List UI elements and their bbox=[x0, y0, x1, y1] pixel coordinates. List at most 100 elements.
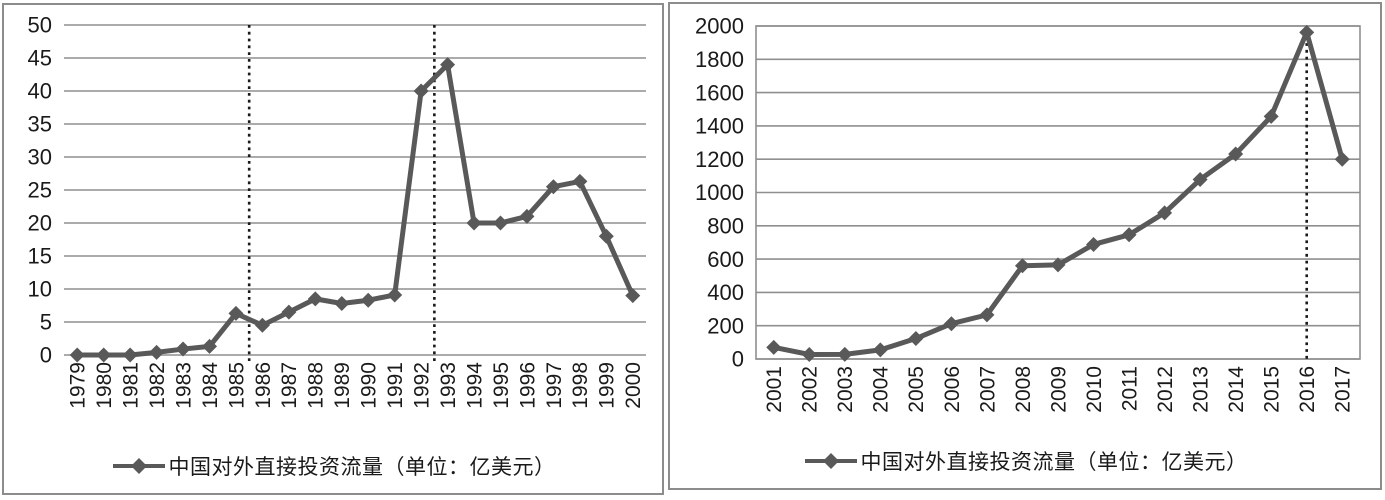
x-tick-label: 2001 bbox=[763, 366, 786, 413]
x-tick-label: 1989 bbox=[331, 362, 354, 409]
x-tick-label: 1982 bbox=[146, 362, 169, 409]
data-point-diamond bbox=[625, 288, 641, 304]
x-tick-label: 1979 bbox=[67, 362, 90, 409]
data-point-diamond bbox=[466, 215, 482, 231]
y-tick-label: 50 bbox=[28, 13, 52, 38]
x-tick-label: 1992 bbox=[410, 362, 433, 409]
x-tick-label: 1997 bbox=[543, 362, 566, 409]
y-tick-label: 1800 bbox=[695, 47, 744, 72]
y-axis-labels: 0 200 400 600 800 1000 1200 1400 1600 1800 2000 bbox=[695, 14, 744, 372]
data-point-diamond bbox=[598, 228, 614, 244]
plot-area-border bbox=[755, 25, 1361, 360]
x-tick-label: 2006 bbox=[941, 366, 964, 413]
data-point-diamond bbox=[281, 304, 297, 320]
y-tick-label: 1000 bbox=[695, 180, 744, 205]
data-point-diamond bbox=[96, 347, 112, 363]
data-point-diamond bbox=[1263, 108, 1279, 124]
right-chart-legend: 中国对外直接投资流量（单位：亿美元） bbox=[670, 446, 1380, 476]
y-tick-label: 1600 bbox=[695, 80, 744, 105]
y-tick-label: 1200 bbox=[695, 147, 744, 172]
x-tick-label: 2008 bbox=[1012, 366, 1035, 413]
data-point-diamond bbox=[908, 331, 924, 347]
y-tick-label: 25 bbox=[28, 178, 52, 203]
x-tick-label: 2010 bbox=[1083, 366, 1106, 413]
series-markers bbox=[69, 57, 641, 363]
x-tick-label: 2014 bbox=[1225, 366, 1248, 413]
data-point-diamond bbox=[254, 317, 270, 333]
x-tick-label: 1991 bbox=[384, 362, 407, 409]
y-tick-label: 15 bbox=[28, 244, 52, 269]
data-point-diamond bbox=[175, 341, 191, 357]
data-point-diamond bbox=[1014, 258, 1030, 274]
data-point-diamond bbox=[440, 57, 456, 73]
data-point-diamond bbox=[69, 347, 85, 363]
data-point-diamond bbox=[1157, 205, 1173, 221]
x-tick-label: 2003 bbox=[834, 366, 857, 413]
x-tick-label: 1984 bbox=[199, 362, 222, 409]
data-point-diamond bbox=[228, 305, 244, 321]
x-tick-label: 2011 bbox=[1118, 366, 1141, 411]
x-tick-label: 2005 bbox=[905, 366, 928, 413]
y-tick-label: 600 bbox=[707, 247, 744, 272]
legend-line-diamond-icon bbox=[803, 453, 859, 469]
data-point-diamond bbox=[1334, 151, 1350, 167]
x-tick-label: 2004 bbox=[870, 366, 893, 413]
data-point-diamond bbox=[360, 292, 376, 308]
data-point-diamond bbox=[837, 346, 853, 362]
legend-label: 中国对外直接投资流量（单位：亿美元） bbox=[168, 456, 556, 479]
x-tick-label: 2017 bbox=[1332, 366, 1355, 413]
data-point-diamond bbox=[572, 173, 588, 189]
x-tick-label: 1987 bbox=[278, 362, 301, 409]
x-tick-label: 1981 bbox=[119, 362, 142, 409]
x-tick-label: 1990 bbox=[358, 362, 381, 409]
x-tick-label: 2016 bbox=[1296, 366, 1319, 413]
x-tick-label: 2002 bbox=[799, 366, 822, 413]
data-point-diamond bbox=[387, 287, 403, 303]
y-tick-label: 0 bbox=[732, 347, 744, 372]
data-point-diamond bbox=[307, 291, 323, 307]
y-tick-label: 10 bbox=[28, 277, 52, 302]
x-tick-label: 1998 bbox=[569, 362, 592, 409]
data-point-diamond bbox=[979, 307, 995, 323]
left-chart-legend: 中国对外直接投资流量（单位：亿美元） bbox=[4, 451, 662, 481]
y-tick-label: 20 bbox=[28, 211, 52, 236]
data-point-diamond bbox=[1192, 172, 1208, 188]
x-tick-label: 2012 bbox=[1154, 366, 1177, 413]
x-tick-label: 2009 bbox=[1047, 366, 1070, 413]
data-point-diamond bbox=[122, 347, 138, 363]
y-tick-label: 35 bbox=[28, 112, 52, 137]
left-chart: 0 5 10 15 20 25 30 35 40 45 50 1979 1980 1981 1982 1983… bbox=[28, 13, 646, 409]
y-tick-label: 40 bbox=[28, 79, 52, 104]
data-point-diamond bbox=[1299, 24, 1315, 40]
x-tick-label: 1986 bbox=[252, 362, 275, 409]
y-tick-label: 30 bbox=[28, 145, 52, 170]
y-tick-label: 0 bbox=[40, 343, 52, 368]
data-point-diamond bbox=[413, 83, 429, 99]
x-tick-label: 2013 bbox=[1189, 366, 1212, 413]
right-chart: 0 200 400 600 800 1000 1200 1400 1600 1800 2000 200… bbox=[695, 14, 1361, 413]
legend-label: 中国对外直接投资流量（单位：亿美元） bbox=[860, 451, 1248, 474]
data-point-diamond bbox=[545, 179, 561, 195]
x-tick-label: 2007 bbox=[976, 366, 999, 413]
y-axis-labels: 0 5 10 15 20 25 30 35 40 45 50 bbox=[28, 13, 52, 368]
y-tick-label: 1400 bbox=[695, 114, 744, 139]
right-chart-panel: 0 200 400 600 800 1000 1200 1400 1600 1800 2000 200… bbox=[668, 2, 1382, 490]
data-point-diamond bbox=[872, 342, 888, 358]
data-point-diamond bbox=[334, 296, 350, 312]
x-tick-label: 1999 bbox=[596, 362, 619, 409]
data-point-diamond bbox=[519, 208, 535, 224]
data-point-diamond bbox=[493, 215, 508, 231]
x-tick-label: 1996 bbox=[516, 362, 539, 409]
x-axis-labels: 2001 2002 2003 2004 2005 2006 2007 2008 2009 2010… bbox=[763, 366, 1354, 413]
data-point-diamond bbox=[1050, 257, 1066, 273]
legend-line-diamond-icon bbox=[111, 458, 167, 474]
x-tick-label: 1983 bbox=[172, 362, 195, 409]
series-line bbox=[771, 29, 1345, 358]
y-tick-label: 800 bbox=[707, 214, 744, 239]
y-tick-label: 45 bbox=[28, 46, 52, 71]
data-point-diamond bbox=[766, 339, 782, 355]
y-tick-label: 2000 bbox=[695, 14, 744, 39]
y-tick-label: 200 bbox=[707, 313, 744, 338]
data-point-diamond bbox=[1121, 227, 1137, 243]
